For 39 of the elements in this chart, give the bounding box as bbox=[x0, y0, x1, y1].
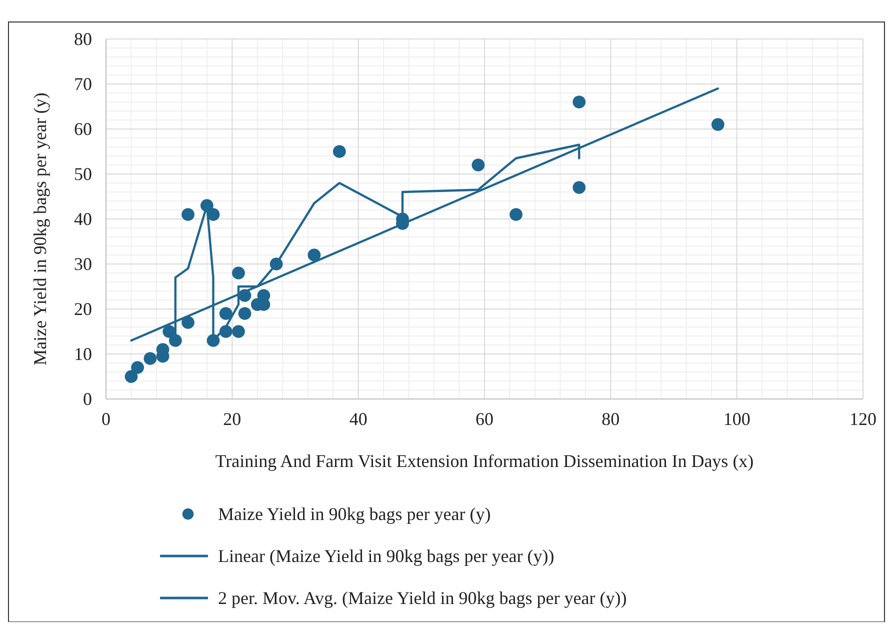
legend-label: Maize Yield in 90kg bags per year (y) bbox=[218, 504, 491, 524]
point bbox=[206, 208, 220, 221]
point bbox=[711, 118, 724, 131]
point bbox=[219, 307, 232, 320]
point bbox=[572, 96, 586, 108]
y-tick-label: 40 bbox=[74, 209, 92, 229]
x-tick-label: 80 bbox=[602, 409, 620, 429]
y-tick-label: 30 bbox=[74, 254, 92, 274]
x-axis-title: Training And Farm Visit Extension Information Dissemination In Days (x) bbox=[215, 451, 754, 471]
point bbox=[510, 208, 522, 221]
y-tick-label: 50 bbox=[74, 164, 92, 184]
y-tick-label: 10 bbox=[74, 344, 92, 364]
x-tick-label: 100 bbox=[723, 409, 750, 429]
point bbox=[182, 316, 194, 329]
point bbox=[232, 266, 245, 280]
point bbox=[238, 307, 252, 320]
point bbox=[472, 158, 485, 172]
point bbox=[232, 325, 245, 338]
y-tick-label: 20 bbox=[74, 299, 92, 319]
y-axis-title: Maize Yield in 90kg bags per year (y) bbox=[30, 92, 50, 366]
y-tick-label: 60 bbox=[74, 119, 92, 139]
y-tick-label: 80 bbox=[74, 29, 92, 49]
point bbox=[131, 361, 144, 374]
point bbox=[144, 352, 157, 365]
y-tick-label: 0 bbox=[83, 389, 92, 409]
point bbox=[572, 181, 586, 194]
legend-label: 2 per. Mov. Avg. (Maize Yield in 90kg bags per year (y)) bbox=[218, 588, 627, 608]
y-tick-label: 70 bbox=[74, 74, 92, 94]
x-tick-label: 0 bbox=[102, 409, 110, 429]
x-tick-label: 60 bbox=[476, 409, 494, 429]
x-tick-label: 20 bbox=[223, 409, 242, 429]
x-tick-label: 120 bbox=[850, 409, 876, 429]
point bbox=[257, 289, 270, 302]
legend-label: Linear (Maize Yield in 90kg bags per year (y)) bbox=[218, 546, 554, 566]
point bbox=[308, 248, 321, 262]
point bbox=[124, 370, 138, 383]
point bbox=[182, 208, 194, 221]
x-tick-label: 40 bbox=[349, 409, 368, 429]
point bbox=[332, 145, 346, 158]
